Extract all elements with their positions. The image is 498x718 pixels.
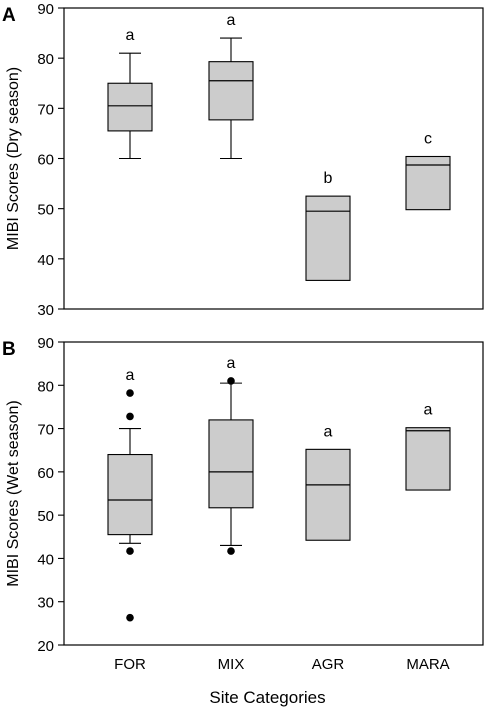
y-axis-label: MIBI Scores (Dry season) bbox=[5, 67, 22, 250]
box-mix bbox=[208, 419, 254, 509]
significance-letter: a bbox=[126, 27, 135, 44]
y-tick-label: 70 bbox=[37, 422, 54, 439]
y-tick-label: 40 bbox=[37, 551, 54, 568]
box-agr bbox=[305, 195, 351, 281]
box-agr bbox=[305, 448, 351, 541]
y-tick-label: 60 bbox=[37, 465, 54, 482]
significance-letter: a bbox=[424, 402, 433, 419]
outlier-point bbox=[126, 412, 134, 421]
y-tick-label: 30 bbox=[37, 302, 54, 319]
outlier-point bbox=[126, 613, 134, 622]
y-tick-label: 50 bbox=[37, 202, 54, 219]
y-tick-label: 80 bbox=[37, 51, 54, 68]
significance-letter: a bbox=[126, 367, 135, 384]
y-tick-label: 50 bbox=[37, 508, 54, 525]
outlier-point bbox=[227, 377, 235, 385]
x-tick-label: MIX bbox=[218, 656, 245, 673]
box-for bbox=[107, 453, 153, 536]
significance-letter: c bbox=[424, 130, 432, 147]
y-tick-label: 70 bbox=[37, 101, 54, 118]
significance-letter: b bbox=[324, 170, 333, 187]
y-tick-label: 20 bbox=[37, 638, 54, 655]
significance-letter: a bbox=[227, 12, 236, 29]
y-tick-label: 60 bbox=[37, 152, 54, 169]
x-tick-label: AGR bbox=[312, 656, 345, 673]
box-mix bbox=[208, 61, 254, 121]
panel-label: B bbox=[2, 339, 16, 360]
box-for bbox=[107, 82, 153, 132]
outlier-point bbox=[126, 389, 134, 397]
x-tick-label: MARA bbox=[406, 656, 449, 673]
plot-frame bbox=[63, 341, 484, 646]
y-tick-label: 40 bbox=[37, 252, 54, 269]
x-tick-label: FOR bbox=[114, 656, 146, 673]
panel-label: A bbox=[2, 5, 16, 26]
y-axis-label: MIBI Scores (Wet season) bbox=[5, 400, 22, 586]
significance-letter: a bbox=[227, 355, 236, 372]
y-tick-label: 30 bbox=[37, 595, 54, 612]
y-tick-label: 90 bbox=[37, 1, 54, 18]
significance-letter: a bbox=[324, 423, 333, 440]
outlier-point bbox=[227, 547, 235, 555]
x-axis-label: Site Categories bbox=[209, 688, 325, 707]
y-tick-label: 90 bbox=[37, 335, 54, 352]
box-mara bbox=[405, 427, 451, 491]
outlier-point bbox=[126, 547, 134, 555]
y-tick-label: 80 bbox=[37, 378, 54, 395]
